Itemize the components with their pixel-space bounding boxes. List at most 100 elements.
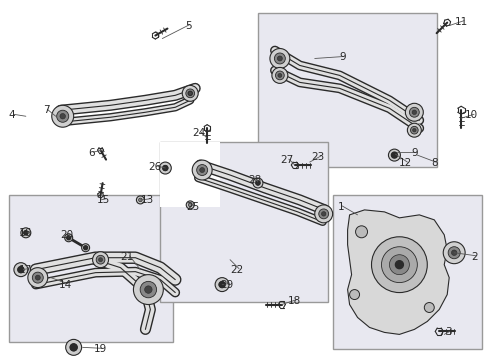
Text: 17: 17 bbox=[19, 265, 32, 275]
Text: 6: 6 bbox=[89, 148, 95, 158]
Text: 16: 16 bbox=[19, 228, 32, 238]
Circle shape bbox=[21, 228, 31, 238]
Circle shape bbox=[60, 113, 66, 119]
Circle shape bbox=[274, 53, 285, 64]
Text: 27: 27 bbox=[280, 155, 293, 165]
Circle shape bbox=[159, 162, 171, 174]
Bar bbox=[9, 195, 173, 342]
Circle shape bbox=[451, 250, 457, 256]
Circle shape bbox=[18, 266, 24, 273]
Circle shape bbox=[411, 126, 418, 134]
Text: 7: 7 bbox=[43, 105, 49, 115]
Text: 20: 20 bbox=[61, 230, 74, 240]
Circle shape bbox=[96, 255, 105, 264]
Circle shape bbox=[412, 110, 416, 114]
Text: 21: 21 bbox=[121, 252, 134, 262]
Text: 29: 29 bbox=[220, 280, 233, 289]
Circle shape bbox=[188, 91, 192, 95]
Circle shape bbox=[448, 247, 460, 259]
Text: 24: 24 bbox=[192, 128, 205, 138]
Circle shape bbox=[18, 267, 24, 273]
Text: 13: 13 bbox=[141, 195, 154, 205]
Circle shape bbox=[405, 103, 423, 121]
Circle shape bbox=[66, 339, 82, 355]
Circle shape bbox=[278, 73, 282, 77]
Text: 8: 8 bbox=[431, 158, 438, 168]
Circle shape bbox=[253, 178, 263, 188]
Circle shape bbox=[392, 152, 397, 158]
Circle shape bbox=[24, 230, 28, 235]
Text: 3: 3 bbox=[445, 328, 452, 337]
Circle shape bbox=[356, 226, 368, 238]
Text: 22: 22 bbox=[230, 265, 244, 275]
Circle shape bbox=[315, 205, 333, 223]
Circle shape bbox=[215, 278, 229, 292]
Circle shape bbox=[93, 252, 108, 268]
Circle shape bbox=[410, 107, 419, 117]
Circle shape bbox=[390, 255, 409, 275]
Circle shape bbox=[145, 286, 152, 293]
Circle shape bbox=[35, 275, 40, 280]
Text: 14: 14 bbox=[59, 280, 72, 289]
Text: 15: 15 bbox=[97, 195, 110, 205]
Text: 12: 12 bbox=[398, 158, 412, 168]
Circle shape bbox=[392, 152, 397, 158]
Circle shape bbox=[186, 201, 194, 209]
Circle shape bbox=[256, 181, 260, 185]
Circle shape bbox=[163, 166, 168, 171]
Circle shape bbox=[70, 344, 77, 351]
Circle shape bbox=[14, 263, 28, 276]
Circle shape bbox=[272, 67, 288, 84]
Circle shape bbox=[319, 209, 329, 219]
Text: 9: 9 bbox=[340, 53, 346, 63]
Text: 19: 19 bbox=[94, 345, 107, 354]
Circle shape bbox=[188, 91, 192, 95]
Circle shape bbox=[52, 105, 74, 127]
Circle shape bbox=[182, 85, 198, 101]
Circle shape bbox=[192, 160, 212, 180]
Text: 5: 5 bbox=[185, 21, 192, 31]
Circle shape bbox=[189, 203, 192, 207]
Text: 28: 28 bbox=[248, 175, 261, 185]
Circle shape bbox=[256, 181, 260, 185]
Circle shape bbox=[136, 196, 145, 204]
Bar bbox=[258, 13, 437, 167]
Text: 18: 18 bbox=[288, 296, 301, 306]
Circle shape bbox=[98, 258, 102, 262]
Text: 11: 11 bbox=[455, 17, 468, 27]
Circle shape bbox=[395, 261, 403, 269]
Circle shape bbox=[139, 198, 142, 202]
Text: 26: 26 bbox=[148, 162, 162, 172]
Text: 9: 9 bbox=[412, 148, 418, 158]
Circle shape bbox=[32, 272, 43, 283]
Circle shape bbox=[163, 165, 168, 171]
Circle shape bbox=[57, 110, 69, 122]
Bar bbox=[160, 142, 328, 302]
Circle shape bbox=[321, 212, 326, 216]
Circle shape bbox=[219, 282, 225, 288]
Text: 4: 4 bbox=[9, 110, 16, 120]
Circle shape bbox=[277, 56, 282, 61]
Circle shape bbox=[140, 282, 157, 298]
Circle shape bbox=[443, 242, 465, 264]
Circle shape bbox=[424, 302, 434, 312]
Circle shape bbox=[270, 49, 290, 68]
Circle shape bbox=[133, 275, 163, 305]
Circle shape bbox=[389, 149, 400, 161]
Text: 1: 1 bbox=[338, 202, 344, 212]
Bar bbox=[333, 195, 482, 349]
Circle shape bbox=[67, 236, 71, 240]
Circle shape bbox=[407, 123, 421, 137]
Circle shape bbox=[65, 234, 73, 242]
Text: 23: 23 bbox=[312, 152, 325, 162]
Circle shape bbox=[219, 282, 225, 288]
Bar bbox=[160, 142, 220, 207]
Circle shape bbox=[28, 268, 48, 288]
Circle shape bbox=[200, 167, 205, 172]
Polygon shape bbox=[347, 210, 449, 334]
Circle shape bbox=[275, 71, 284, 80]
Text: 10: 10 bbox=[465, 110, 478, 120]
Circle shape bbox=[24, 231, 28, 235]
Circle shape bbox=[349, 289, 360, 300]
Circle shape bbox=[382, 247, 417, 283]
